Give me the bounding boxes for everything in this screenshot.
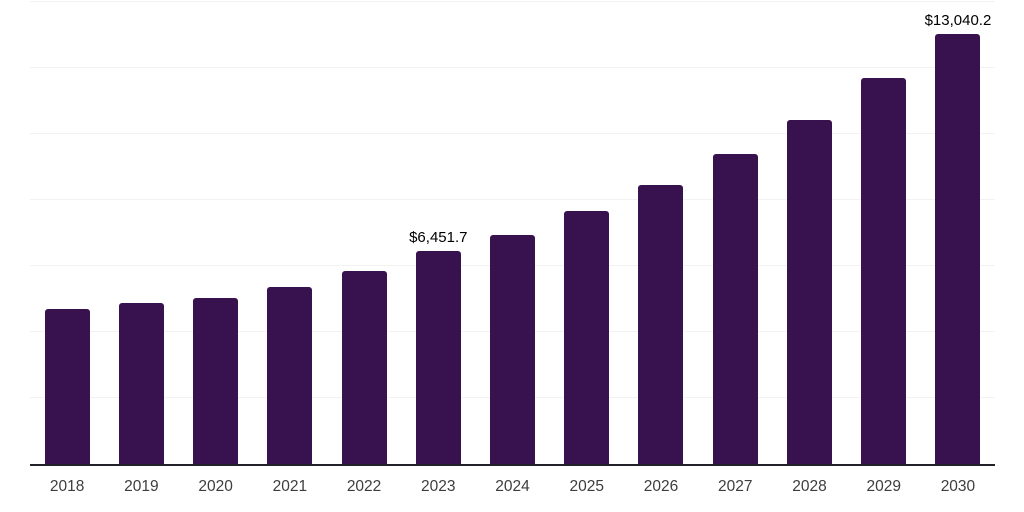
gridline-14000 (30, 1, 995, 2)
x-tick-2026: 2026 (643, 478, 679, 495)
value-label-2030: $13,040.2 (924, 11, 992, 29)
bar-2023 (415, 251, 461, 464)
bar-2022 (341, 271, 387, 464)
value-label-2023: $6,451.7 (409, 229, 468, 247)
bar-slot-2024 (475, 2, 549, 464)
gridline-10000 (30, 133, 995, 134)
bar-slot-2028 (772, 2, 846, 464)
gridline-12000 (30, 67, 995, 68)
bar-2021 (267, 286, 313, 464)
bar-slot-2020 (178, 2, 252, 464)
bar-slot-2030: $13,040.2 (921, 2, 995, 464)
bar-slot-2023: $6,451.7 (401, 2, 475, 464)
bar-2028 (786, 119, 832, 464)
x-tick-2020: 2020 (198, 478, 233, 495)
x-tick-2021: 2021 (272, 478, 308, 495)
x-tick-2018: 2018 (49, 478, 85, 495)
bar-2024 (490, 234, 536, 464)
bar-slot-2018 (30, 2, 104, 464)
bar-2018 (44, 308, 90, 464)
x-axis: 2018 2019 2020 2021 2022 2023 2024 2025 2026 2027… (30, 478, 995, 497)
x-tick-2028: 2028 (792, 478, 827, 495)
bars-row: $6,451.7 $13,040.2 (30, 2, 995, 464)
x-tick-2029: 2029 (866, 478, 901, 495)
bar-2019 (118, 303, 164, 464)
bar-slot-2022 (327, 2, 401, 464)
bar-2029 (861, 78, 907, 464)
x-tick-2019: 2019 (124, 478, 159, 495)
gridline-8000 (30, 199, 995, 200)
bar-2026 (638, 184, 684, 464)
bar-slot-2027 (698, 2, 772, 464)
plot-area: $6,451.7 $13,040.2 (30, 1, 995, 466)
bar-slot-2026 (624, 2, 698, 464)
bar-2020 (193, 298, 239, 464)
bar-slot-2025 (550, 2, 624, 464)
x-tick-2022: 2022 (346, 478, 382, 495)
bar-2030 (935, 33, 981, 464)
bar-slot-2021 (253, 2, 327, 464)
x-tick-2025: 2025 (569, 478, 604, 495)
bar-slot-2029 (847, 2, 921, 464)
bar-slot-2019 (104, 2, 178, 464)
x-tick-2024: 2024 (495, 478, 530, 495)
bar-2025 (564, 210, 610, 464)
x-tick-2023: 2023 (421, 478, 456, 495)
x-tick-2030: 2030 (940, 478, 976, 495)
x-tick-2027: 2027 (717, 478, 753, 495)
bar-2027 (712, 154, 758, 464)
